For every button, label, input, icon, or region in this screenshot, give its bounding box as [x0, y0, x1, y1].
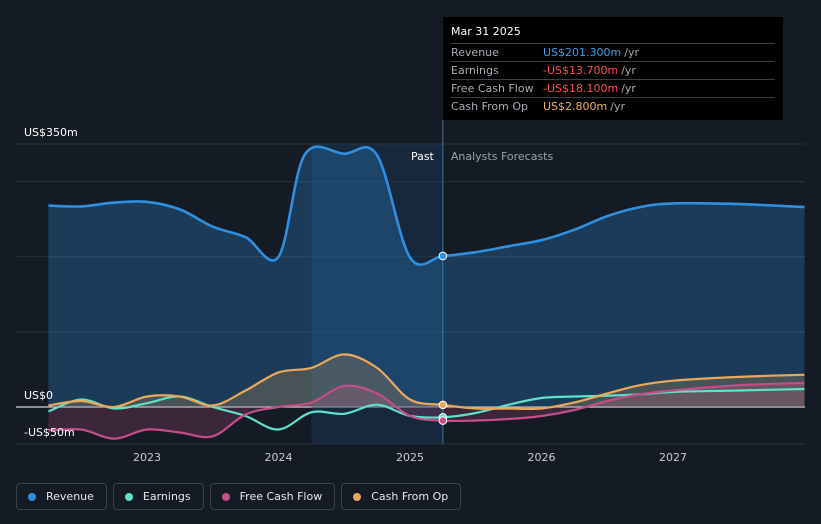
past-label: Past: [411, 150, 435, 163]
legend-dot-icon: [221, 492, 230, 501]
revenue-point[interactable]: [438, 251, 448, 261]
tooltip-label: Earnings: [451, 64, 499, 77]
tooltip-value: US$201.300m: [543, 46, 622, 59]
tooltip-row-revenue: Revenue US$201.300m /yr: [451, 43, 775, 61]
chart-legend: Revenue Earnings Free Cash Flow Cash Fro…: [16, 483, 462, 510]
free-cash-flow-line: [48, 381, 805, 440]
x-tick-label: 2023: [133, 451, 161, 464]
legend-item-free-cash-flow[interactable]: Free Cash Flow: [209, 483, 336, 510]
tooltip-label: Revenue: [451, 46, 499, 59]
legend-dot-icon: [353, 492, 362, 501]
tooltip-unit: /yr: [621, 82, 636, 95]
free-cash-flow-area: [48, 383, 805, 439]
cash-from-op-line: [48, 353, 805, 411]
legend-label: Cash From Op: [371, 490, 449, 503]
data-tooltip: Mar 31 2025 Revenue US$201.300m /yr Earn…: [443, 17, 783, 120]
y-tick-label-zero: US$0: [24, 389, 54, 402]
tooltip-row-earnings: Earnings -US$13.700m /yr: [451, 61, 775, 79]
free-cash-flow-point[interactable]: [438, 416, 448, 425]
tooltip-label: Cash From Op: [451, 100, 529, 113]
tooltip-label: Free Cash Flow: [451, 82, 534, 95]
legend-label: Revenue: [46, 490, 94, 503]
tooltip-date: Mar 31 2025: [451, 25, 521, 38]
legend-item-cash-from-op[interactable]: Cash From Op: [341, 483, 462, 510]
x-tick-label: 2025: [396, 451, 424, 464]
tooltip-value: US$2.800m: [543, 100, 608, 113]
revenue-area: [48, 146, 805, 407]
forecast-label: Analysts Forecasts: [451, 150, 554, 163]
y-tick-label-min: -US$50m: [24, 426, 75, 439]
revenue-line: [48, 145, 805, 266]
legend-dot-icon: [28, 492, 36, 501]
legend-item-revenue[interactable]: Revenue: [16, 483, 107, 510]
legend-dot-icon: [124, 492, 133, 501]
legend-label: Earnings: [142, 490, 191, 503]
tooltip-unit: /yr: [624, 46, 639, 59]
x-tick-label: 2027: [659, 451, 687, 464]
legend-label: Free Cash Flow: [239, 490, 323, 503]
legend-item-earnings[interactable]: Earnings: [112, 483, 204, 510]
tooltip-unit: /yr: [610, 100, 625, 113]
series-lines: [47, 145, 805, 440]
tooltip-value: -US$13.700m: [543, 64, 619, 77]
tooltip-value: -US$18.100m: [543, 82, 619, 95]
tooltip-unit: /yr: [621, 64, 636, 77]
x-tick-label: 2026: [528, 451, 556, 464]
tooltip-row-cash-from-op: Cash From Op US$2.800m /yr: [451, 97, 775, 115]
tooltip-row-free-cash-flow: Free Cash Flow -US$18.100m /yr: [451, 79, 775, 97]
cash-from-op-point[interactable]: [438, 400, 448, 410]
series-markers: [438, 251, 448, 425]
earnings-line: [47, 387, 805, 431]
x-axis-ticks: 2023 2024 2025 2026 2027: [133, 451, 687, 464]
x-tick-label: 2024: [265, 451, 293, 464]
y-tick-label-max: US$350m: [24, 126, 78, 139]
